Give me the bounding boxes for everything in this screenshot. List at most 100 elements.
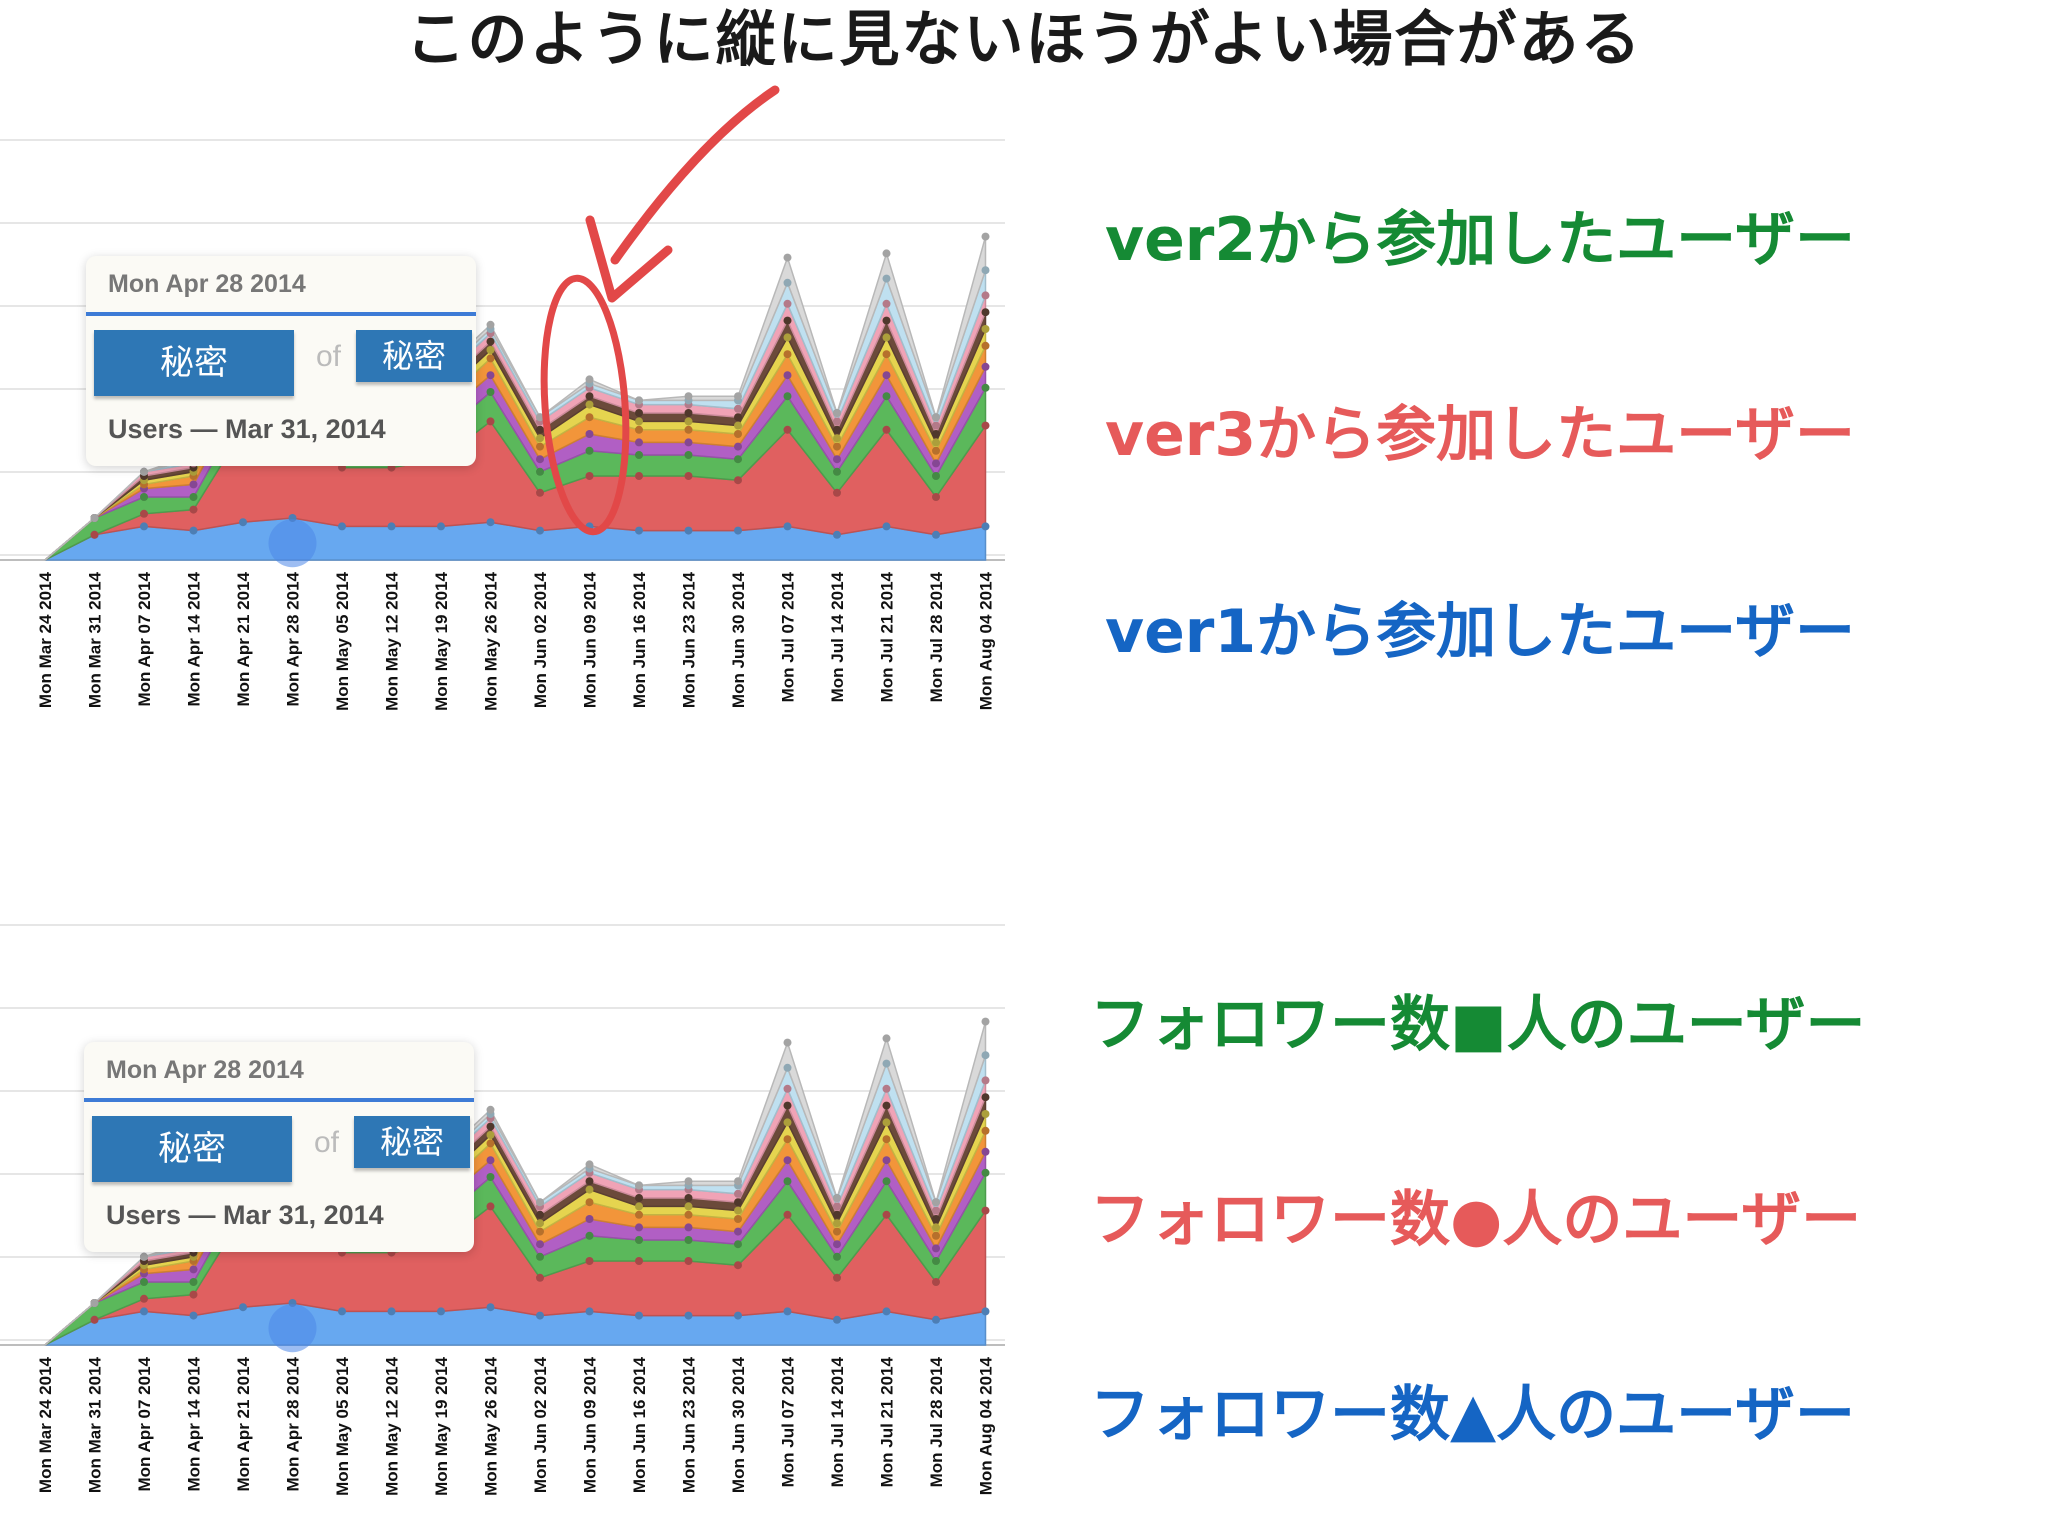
data-point: [734, 1311, 742, 1320]
legend-followers-triangle-users: フォロワー数▲人のユーザー: [1090, 1380, 1855, 1450]
data-point: [635, 417, 643, 426]
tooltip-divider: [86, 312, 476, 316]
annotation: [540, 85, 780, 536]
data-point: [684, 1194, 693, 1202]
x-tick-label: Mon Apr 14 2014: [185, 571, 204, 706]
data-point: [932, 530, 940, 539]
x-tick-label: Mon Jun 30 2014: [729, 1356, 748, 1493]
data-point: [734, 430, 742, 438]
data-point: [882, 350, 891, 359]
data-point: [585, 413, 594, 422]
data-point: [536, 1210, 544, 1219]
data-point: [882, 274, 891, 283]
data-point: [140, 1252, 148, 1261]
data-point: [932, 1215, 940, 1223]
data-point: [189, 493, 198, 501]
data-point: [734, 421, 742, 430]
data-point: [486, 346, 495, 354]
data-point: [833, 1240, 841, 1249]
data-point: [536, 1311, 544, 1320]
data-point: [635, 1236, 643, 1244]
data-point: [635, 1223, 643, 1232]
x-tick-label: Mon Apr 28 2014: [284, 571, 303, 706]
data-point: [783, 253, 792, 262]
data-point: [981, 1168, 990, 1177]
data-point: [783, 1210, 792, 1219]
data-point: [783, 1084, 792, 1093]
data-point: [536, 1252, 544, 1261]
highlight-ellipse: [540, 274, 630, 536]
data-point: [635, 438, 643, 447]
data-point: [486, 1156, 495, 1165]
data-point: [734, 1215, 742, 1223]
tooltip-value: 秘密: [92, 1116, 292, 1182]
data-point: [536, 442, 544, 451]
data-point: [833, 1227, 841, 1236]
x-tick-label: Mon May 12 2014: [383, 1356, 402, 1495]
data-point: [932, 1198, 940, 1207]
data-point: [437, 522, 445, 531]
x-tick-label: Mon Jun 02 2014: [531, 1356, 550, 1493]
data-point: [585, 1177, 594, 1186]
data-point: [684, 526, 693, 535]
data-point: [684, 451, 693, 459]
data-point: [684, 1236, 693, 1244]
data-point: [684, 1223, 693, 1232]
data-point: [734, 1177, 742, 1186]
data-point: [783, 1177, 792, 1186]
data-point: [140, 509, 148, 518]
data-point: [734, 1198, 742, 1207]
data-point: [882, 392, 891, 401]
data-point: [981, 383, 990, 392]
data-point: [486, 1173, 495, 1181]
data-point: [635, 451, 643, 459]
x-tick-label: Mon Jun 02 2014: [531, 571, 550, 708]
data-point: [338, 1307, 346, 1316]
data-point: [140, 522, 148, 531]
data-point: [189, 1278, 198, 1286]
x-tick-label: Mon Jul 28 2014: [927, 571, 946, 702]
data-point: [635, 1311, 643, 1320]
data-point: [833, 409, 841, 417]
x-tick-label: Mon Apr 28 2014: [284, 1356, 303, 1491]
data-point: [189, 505, 198, 514]
data-point: [882, 1156, 891, 1165]
data-point: [882, 1177, 891, 1186]
data-point: [932, 1206, 940, 1215]
data-point: [981, 1051, 990, 1060]
data-point: [635, 1210, 643, 1219]
data-point: [635, 1194, 643, 1202]
data-point: [783, 333, 792, 342]
data-point: [684, 1202, 693, 1211]
data-point: [585, 375, 594, 384]
data-point: [833, 1202, 841, 1211]
data-point: [981, 232, 990, 241]
x-tick-label: Mon Mar 24 2014: [36, 1356, 55, 1493]
data-point: [585, 1160, 594, 1169]
data-point: [734, 413, 742, 422]
data-point: [536, 1240, 544, 1249]
x-tick-label: Mon Jun 09 2014: [581, 571, 600, 708]
data-point: [882, 249, 891, 258]
data-point: [90, 514, 99, 522]
data-point: [734, 1206, 742, 1215]
data-point: [486, 417, 495, 426]
data-point: [486, 1122, 495, 1131]
data-point: [734, 1189, 742, 1198]
data-point: [635, 425, 643, 434]
data-point: [536, 526, 544, 535]
data-point: [387, 1307, 396, 1316]
data-point: [734, 442, 742, 451]
data-point: [536, 488, 544, 497]
data-point: [981, 362, 990, 371]
data-point: [783, 392, 792, 401]
data-point: [684, 409, 693, 417]
data-point: [90, 1299, 99, 1307]
data-point: [882, 333, 891, 342]
data-point: [981, 291, 990, 300]
data-point: [734, 526, 742, 535]
data-point: [486, 371, 495, 380]
x-tick-label: Mon Mar 31 2014: [86, 1356, 105, 1493]
data-point: [536, 467, 544, 476]
data-point: [585, 400, 594, 409]
